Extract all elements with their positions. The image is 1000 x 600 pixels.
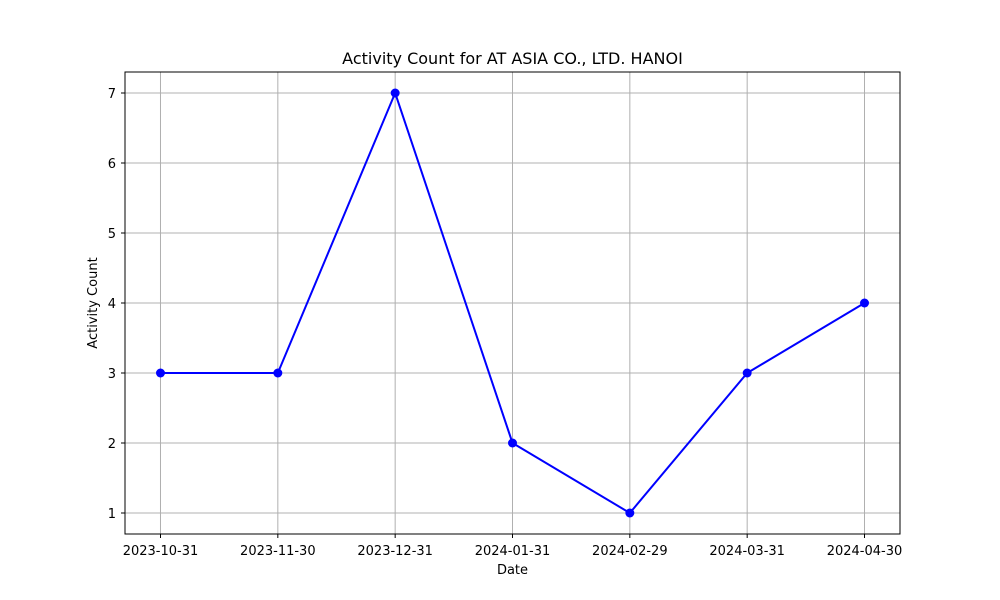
x-tick-label: 2024-02-29 <box>592 544 668 559</box>
y-tick-label: 6 <box>108 157 116 172</box>
x-tick-label: 2024-01-31 <box>475 544 551 559</box>
chart-title: Activity Count for AT ASIA CO., LTD. HAN… <box>342 49 683 68</box>
x-tick-label: 2023-12-31 <box>357 544 433 559</box>
data-point <box>155 368 165 378</box>
y-tick-label: 5 <box>108 227 116 242</box>
data-point <box>273 368 283 378</box>
data-point <box>390 88 400 98</box>
y-tick-label: 4 <box>108 297 116 312</box>
x-tick-label: 2023-11-30 <box>240 544 316 559</box>
data-point <box>742 368 752 378</box>
grid-layer <box>125 72 900 534</box>
data-point <box>625 508 635 518</box>
x-axis-label: Date <box>497 563 528 578</box>
ticks-layer: 2023-10-31 2023-11-30 2023-12-31 2024-01-31… <box>108 87 903 559</box>
series-layer <box>155 88 870 518</box>
x-tick-label: 2023-10-31 <box>123 544 199 559</box>
y-tick-label: 3 <box>108 367 116 382</box>
y-tick-label: 2 <box>108 437 116 452</box>
y-tick-label: 1 <box>108 507 116 522</box>
y-tick-label: 7 <box>108 87 116 102</box>
y-axis-label: Activity Count <box>86 257 101 348</box>
x-tick-label: 2024-03-31 <box>709 544 785 559</box>
x-tick-label: 2024-04-30 <box>827 544 903 559</box>
data-point <box>508 438 517 448</box>
data-point <box>860 298 870 308</box>
